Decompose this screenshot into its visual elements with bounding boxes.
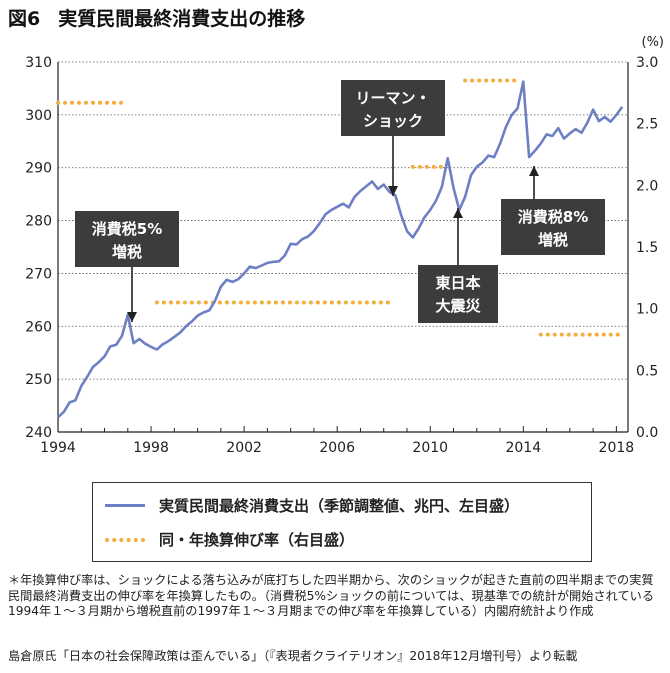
x-tick-label: 2002 — [226, 440, 262, 456]
y-left-tick-label: 290 — [25, 161, 52, 177]
y-left-tick-label: 300 — [25, 108, 52, 124]
x-tick-label: 2010 — [412, 440, 448, 456]
annotation-box — [501, 199, 605, 255]
annotation-box — [75, 211, 179, 267]
legend-label-consumption: 実質民間最終消費支出（季節調整値、兆円、左目盛） — [159, 497, 520, 515]
growth-rate-series — [56, 78, 625, 337]
y-right-unit: (%) — [642, 35, 665, 50]
x-tick-label: 2014 — [505, 440, 541, 456]
annotation-label: ショック — [363, 112, 423, 130]
annotation-label: 大震災 — [435, 297, 481, 315]
annotation-arrowhead — [388, 186, 398, 196]
source-credit: 島倉原氏「日本の社会保障政策は歪んでいる」（『表現者クライテリオン』2018年1… — [8, 649, 578, 663]
figure-title: 図6 実質民間最終消費支出の推移 — [8, 4, 305, 31]
axes: 240 250 260 270 280 290 300 310 0.0 0.5 1.0 1.5 2.0 2… — [25, 35, 664, 456]
y-right-tick-label: 0.0 — [636, 425, 658, 441]
legend-swatch-line — [105, 504, 145, 507]
annotation-arrowhead — [127, 312, 137, 322]
annotation-label: 増税 — [538, 231, 568, 249]
annotation-label: 増税 — [112, 243, 142, 261]
annotation-box — [418, 265, 498, 323]
legend-item-consumption: 実質民間最終消費支出（季節調整値、兆円、左目盛） — [105, 495, 519, 516]
x-tick-label: 1994 — [40, 440, 76, 456]
legend-label-growth-rate: 同・年換算伸び率（右目盛） — [159, 531, 355, 549]
y-left-tick-label: 260 — [25, 319, 52, 335]
annotation-box — [341, 80, 445, 136]
annotation-arrowhead — [453, 208, 463, 218]
chart-area: 240 250 260 270 280 290 300 310 0.0 0.5 1.0 1.5 2.0 2… — [25, 35, 664, 456]
figure-number: 図6 — [8, 8, 41, 30]
x-tick-label: 2006 — [319, 440, 355, 456]
figure-title-text: 実質民間最終消費支出の推移 — [58, 8, 306, 30]
y-left-tick-label: 250 — [25, 372, 52, 388]
footnote: ＊年換算伸び率は、ショックによる落ち込みが底打ちした四半期から、次のショックが起… — [8, 573, 655, 618]
x-tick-label: 1998 — [133, 440, 169, 456]
annotation-label: 消費税5% — [92, 220, 162, 238]
legend-item-growth-rate: 同・年換算伸び率（右目盛） — [105, 529, 354, 550]
y-right-tick-label: 2.0 — [636, 178, 658, 194]
y-left-tick-label: 280 — [25, 214, 52, 230]
y-left-tick-label: 270 — [25, 266, 52, 282]
consumption-series — [57, 80, 624, 419]
x-tick-label: 2018 — [599, 440, 635, 456]
y-right-tick-label: 2.5 — [636, 117, 658, 133]
y-right-tick-label: 3.0 — [636, 55, 658, 71]
y-right-tick-label: 1.0 — [636, 302, 658, 318]
y-left-tick-label: 240 — [25, 425, 52, 441]
annotation-label: リーマン・ — [355, 89, 430, 107]
annotation-arrowhead — [529, 166, 539, 176]
legend: 実質民間最終消費支出（季節調整値、兆円、左目盛） 同・年換算伸び率（右目盛） — [92, 482, 592, 562]
y-left-tick-label: 310 — [25, 55, 52, 71]
annotation-label: 東日本 — [435, 274, 480, 292]
y-right-tick-label: 0.5 — [636, 363, 658, 379]
annotation-label: 消費税8% — [518, 208, 588, 226]
legend-swatch-dots — [105, 537, 145, 542]
y-right-tick-label: 1.5 — [636, 240, 658, 256]
consumption-line — [57, 80, 624, 419]
